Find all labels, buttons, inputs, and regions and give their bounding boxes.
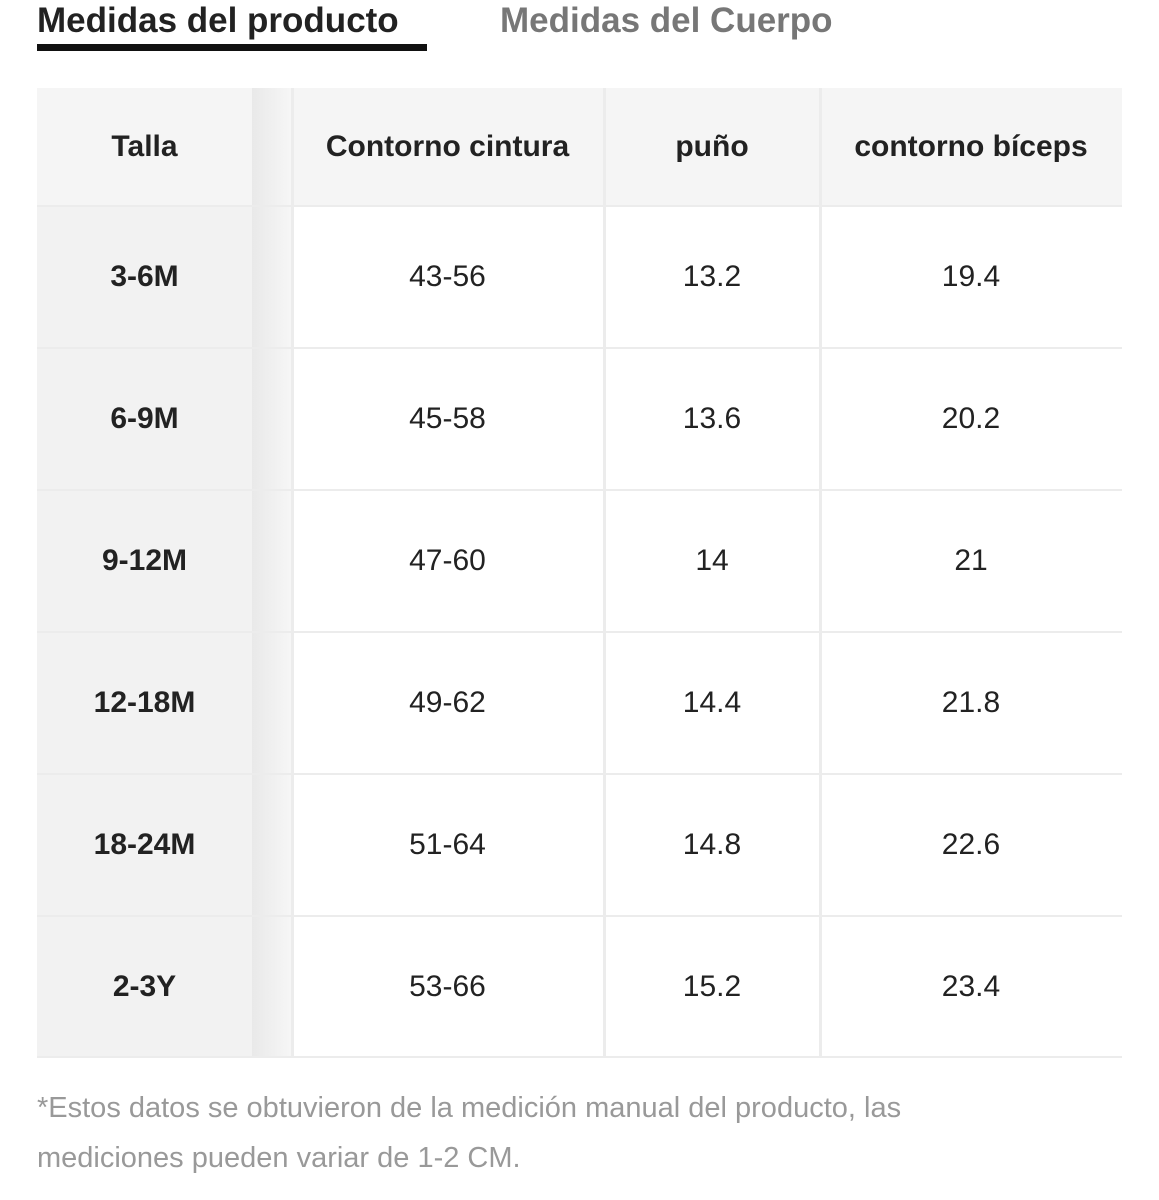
column-divider bbox=[603, 88, 606, 1058]
value-cell: 47-60 bbox=[409, 544, 486, 577]
column-divider bbox=[291, 88, 294, 1058]
row-divider bbox=[37, 205, 1122, 207]
size-cell: 12-18M bbox=[37, 632, 252, 774]
value-cell: 23.4 bbox=[941, 970, 1001, 1003]
value-cell: 21 bbox=[954, 544, 988, 577]
value-cell: 19.4 bbox=[941, 260, 1001, 293]
value-cell: 13.2 bbox=[682, 260, 742, 293]
row-divider bbox=[37, 915, 1122, 917]
value-cell: 45-58 bbox=[409, 402, 486, 435]
column-divider bbox=[819, 88, 822, 1058]
note: *Estos datos se obtuvieron de la medició… bbox=[37, 1092, 902, 1174]
value-cell: 51-64 bbox=[409, 828, 486, 861]
value-cell: 49-62 bbox=[409, 686, 486, 719]
row-divider bbox=[37, 773, 1122, 775]
value-cell: 43-56 bbox=[409, 260, 486, 293]
value-cell: 15.2 bbox=[682, 970, 742, 1003]
header-cell: contorno bíceps bbox=[820, 88, 1122, 206]
header-cell: puño bbox=[604, 88, 820, 206]
tab-active[interactable]: Medidas del producto bbox=[37, 1, 399, 40]
size-cell: 18-24M bbox=[37, 774, 252, 916]
tab-inactive[interactable]: Medidas del Cuerpo bbox=[500, 1, 833, 40]
value-cell: 14.8 bbox=[682, 828, 742, 861]
row-divider bbox=[37, 489, 1122, 491]
row-divider bbox=[37, 1056, 1122, 1058]
tab-underline bbox=[37, 44, 427, 51]
value-cell: 14.4 bbox=[682, 686, 742, 719]
value-cell: 21.8 bbox=[941, 686, 1001, 719]
value-cell: 53-66 bbox=[409, 970, 486, 1003]
row-divider bbox=[37, 347, 1122, 349]
column-shadow bbox=[252, 88, 291, 1058]
header-cell: Contorno cintura bbox=[291, 88, 604, 206]
value-cell: 13.6 bbox=[682, 402, 742, 435]
value-cell: 22.6 bbox=[941, 828, 1001, 861]
value-cell: 20.2 bbox=[941, 402, 1001, 435]
size-table: Talla Contorno cintura puño contorno bíceps… bbox=[37, 88, 1122, 1058]
size-cell: 2-3Y bbox=[37, 916, 252, 1058]
header-cell: Talla bbox=[37, 88, 252, 206]
value-cell: 14 bbox=[695, 544, 729, 577]
size-cell: 6-9M bbox=[37, 348, 252, 490]
size-cell: 3-6M bbox=[37, 206, 252, 348]
row-divider bbox=[37, 631, 1122, 633]
size-cell: 9-12M bbox=[37, 490, 252, 632]
